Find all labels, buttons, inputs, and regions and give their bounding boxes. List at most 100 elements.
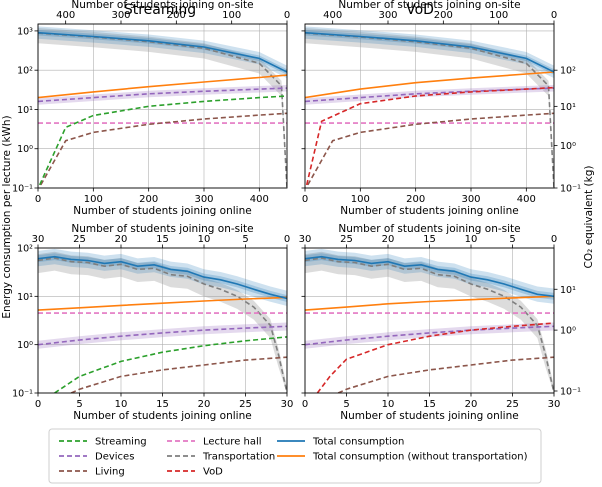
x2-tick-label: 30	[32, 234, 45, 245]
legend-label-total-consumption-without-transportation: Total consumption (without transportatio…	[312, 452, 528, 463]
legend-label-total-consumption: Total consumption	[312, 437, 404, 448]
series-line-streaming	[54, 336, 287, 393]
series-line-living	[307, 112, 554, 186]
y2-tick-label: 10⁻¹	[560, 386, 581, 397]
legend-label-transportation: Transportation	[202, 452, 275, 463]
series-line-total-consumption-without-transportation	[305, 71, 554, 99]
series-line-vod	[305, 86, 554, 186]
series-line-living	[70, 356, 287, 393]
x-tick-label: 15	[423, 399, 436, 410]
x-tick-label: 10	[115, 399, 128, 410]
x-tick-label: 10	[382, 399, 395, 410]
series-line-total-consumption	[305, 31, 554, 73]
series-line-devices	[38, 325, 287, 346]
x2-tick-label: 200	[167, 10, 186, 21]
series-line-streaming	[38, 95, 287, 186]
x-tick-label: 30	[548, 399, 561, 410]
x-tick-label: 0	[35, 399, 41, 410]
x2-tick-label: 30	[299, 234, 312, 245]
panel-frame	[37, 247, 288, 394]
x-tick-label: 20	[465, 399, 478, 410]
x2-tick-label: 400	[323, 10, 342, 21]
panel-bottom-right: 0 5 10 15 20 25 30 30 25 20 15 10 5 0 10⁻¹ 10⁰ 10¹ Number…	[299, 223, 581, 422]
x-tick-label: 400	[517, 194, 536, 205]
x2-tick-label: 300	[111, 10, 130, 21]
x-tick-label: 25	[239, 399, 252, 410]
total-consumption-band-outer	[305, 26, 554, 79]
series-line-total-consumption-without-transportation	[305, 295, 554, 311]
x2-tick-label: 0	[284, 10, 290, 21]
plot-area	[38, 248, 287, 393]
column-title-vod: VoD	[406, 2, 434, 18]
x-tick-label: 30	[281, 399, 294, 410]
legend-label-streaming: Streaming	[95, 437, 147, 448]
x2-tick-label: 20	[382, 234, 395, 245]
y-tick-label: 10²	[17, 244, 33, 255]
legend-label-vod: VoD	[203, 467, 223, 478]
x-tick-label: 5	[76, 399, 82, 410]
y2-tick-label: 10¹	[560, 285, 576, 296]
y2-tick-label: 10¹	[560, 102, 576, 113]
transportation-band	[38, 251, 287, 393]
x-tick-label: 0	[302, 194, 308, 205]
series-line-total-consumption-without-transportation	[38, 296, 287, 311]
x-tick-label: 300	[194, 194, 213, 205]
panel-frame	[304, 247, 555, 394]
column-title-streaming: Streaming	[124, 2, 196, 18]
y-tick-label: 10¹	[17, 292, 33, 303]
series-line-devices	[305, 325, 554, 346]
x2-axis-label: Number of students joining on-site	[338, 223, 520, 235]
x-tick-label: 100	[84, 194, 103, 205]
series-line-living	[40, 112, 287, 186]
plot-area	[38, 26, 287, 188]
plot-area	[305, 248, 554, 393]
y2-tick-label: 10²	[560, 66, 576, 77]
series-line-living	[337, 356, 554, 393]
x2-tick-label: 20	[115, 234, 128, 245]
transportation-band	[305, 28, 554, 188]
series-line-devices	[38, 87, 287, 103]
x-tick-label: 25	[506, 399, 519, 410]
series-line-total-consumption	[38, 255, 287, 300]
series-line-vod	[316, 322, 554, 393]
x2-tick-label: 400	[56, 10, 75, 21]
y-tick-label: 10⁻¹	[12, 184, 33, 195]
x2-tick-label: 15	[156, 234, 169, 245]
x-tick-label: 20	[198, 399, 211, 410]
legend-label-lecture-hall: Lecture hall	[203, 437, 262, 448]
panel-frame	[304, 23, 555, 189]
x2-tick-label: 0	[284, 234, 290, 245]
x-tick-label: 0	[35, 194, 41, 205]
y-axis-label-right: CO₂ equivalent (kg)	[583, 166, 595, 269]
x2-axis-label: Number of students joining on-site	[71, 223, 253, 235]
x2-tick-label: 100	[489, 10, 508, 21]
y-tick-label: 10⁻¹	[12, 389, 33, 400]
x-tick-label: 100	[351, 194, 370, 205]
x2-axis-label: Number of students joining on-site	[338, 0, 520, 11]
x2-tick-label: 5	[242, 234, 248, 245]
series-line-total-consumption	[305, 255, 554, 298]
x2-tick-label: 25	[73, 234, 86, 245]
x2-tick-label: 100	[222, 10, 241, 21]
x-axis-label: Number of students joining online	[73, 205, 251, 217]
x-tick-label: 400	[250, 194, 269, 205]
y-tick-label: 10⁰	[17, 340, 33, 351]
panel-top-right: 0 100 200 300 400 400 300 200 100 0 10⁻¹ 10⁰ 10¹ 10² N…	[301, 0, 581, 217]
y-axis-label-left: Energy consumption per lecture (kWh)	[1, 115, 13, 318]
y-tick-label: 10²	[17, 66, 33, 77]
x2-tick-label: 300	[378, 10, 397, 21]
x2-tick-label: 0	[551, 234, 557, 245]
y-tick-label: 10⁰	[17, 144, 33, 155]
y-tick-label: 10³	[17, 26, 33, 37]
x2-tick-label: 25	[340, 234, 353, 245]
x2-tick-label: 10	[465, 234, 478, 245]
total-consumption-band-outer	[38, 26, 287, 79]
transportation-band	[38, 28, 287, 188]
x-axis-label: Number of students joining online	[340, 410, 518, 422]
x-tick-label: 15	[156, 399, 169, 410]
series-line-total-consumption	[38, 31, 287, 73]
x-axis-label: Number of students joining online	[73, 410, 251, 422]
